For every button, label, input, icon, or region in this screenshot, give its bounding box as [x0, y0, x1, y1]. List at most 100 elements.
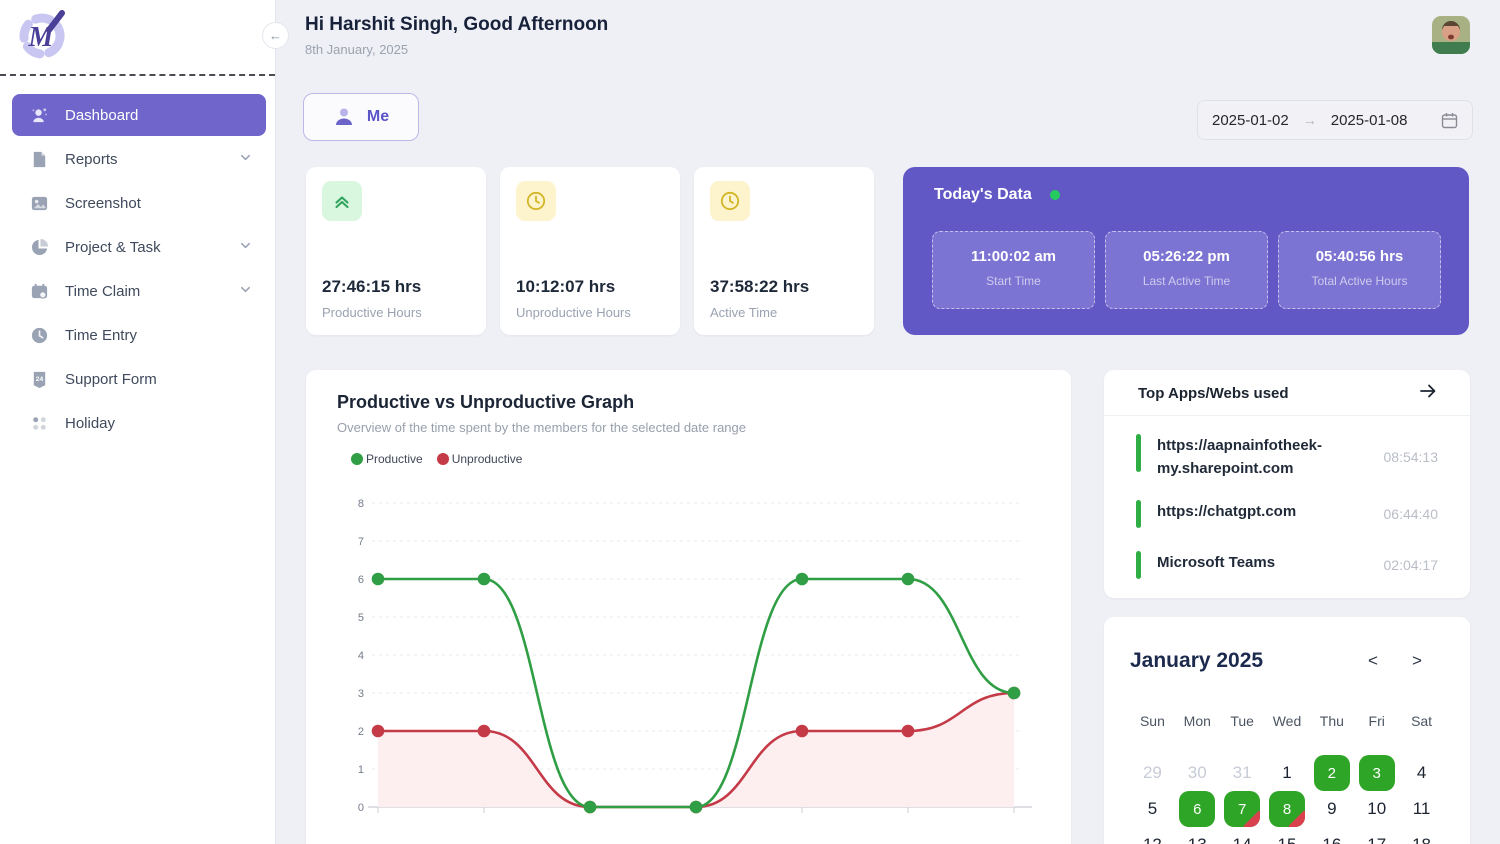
date-range-picker[interactable]: 2025-01-02 → 2025-01-08 — [1197, 100, 1473, 140]
line-chart[interactable]: 0 1 2 3 4 5 6 7 8 — [332, 474, 1052, 834]
calendar-day-16[interactable]: 16 — [1314, 827, 1350, 844]
calendar-day-number: 31 — [1232, 763, 1252, 782]
calendar-day-number: 8 — [1282, 800, 1292, 818]
calendar-days-grid: 293031123456789101112131415161718 — [1130, 755, 1444, 844]
calendar-day-3[interactable]: 3 — [1358, 755, 1395, 791]
app-usage-time: 02:04:17 — [1383, 557, 1439, 573]
sidebar-item-holiday[interactable]: Holiday — [12, 402, 266, 444]
calendar-day-2[interactable]: 2 — [1313, 755, 1350, 791]
todays-data-title: Today's Data — [934, 186, 1060, 204]
calendar-day-11[interactable]: 11 — [1404, 791, 1440, 827]
sidebar-item-time-entry[interactable]: Time Entry — [12, 314, 266, 356]
sidebar-menu: Dashboard Reports Screenshot Project & Task… — [12, 94, 266, 446]
today-card-label: Start Time — [986, 274, 1041, 288]
sidebar-item-project-task[interactable]: Project & Task — [12, 226, 266, 268]
calendar-weekday: Wed — [1272, 713, 1302, 729]
chevron-down-icon[interactable] — [239, 239, 252, 256]
sidebar-item-time-claim[interactable]: Time Claim — [12, 270, 266, 312]
svg-text:7: 7 — [358, 536, 364, 548]
stat-label: Productive Hours — [322, 305, 422, 320]
calendar-day-1[interactable]: 1 — [1269, 755, 1305, 791]
calendar-day-number: 29 — [1142, 763, 1162, 782]
calendar-day-17[interactable]: 17 — [1359, 827, 1395, 844]
top-app-item[interactable]: https://aapnainfotheek-my.sharepoint.com… — [1136, 434, 1438, 481]
sidebar-item-dashboard[interactable]: Dashboard — [12, 94, 266, 136]
calendar-weekday: Sun — [1139, 713, 1165, 729]
top-app-item[interactable]: Microsoft Teams 02:04:17 — [1136, 551, 1438, 579]
project-task-icon — [28, 236, 50, 258]
chevrons-up-icon — [322, 181, 362, 221]
calendar-weekday: Tue — [1230, 713, 1254, 729]
calendar-day-4[interactable]: 4 — [1404, 755, 1440, 791]
me-filter-button[interactable]: Me — [303, 93, 419, 141]
calendar-weekday: Fri — [1368, 713, 1385, 729]
header-date: 8th January, 2025 — [305, 42, 409, 57]
calendar-day-number: 12 — [1143, 835, 1162, 844]
calendar-prev-button[interactable]: < — [1368, 651, 1378, 670]
calendar-day-10[interactable]: 10 — [1359, 791, 1395, 827]
today-card-value: 11:00:02 am — [970, 248, 1057, 265]
arrow-right-icon[interactable] — [1418, 381, 1438, 401]
legend-item-unproductive[interactable]: Unproductive — [436, 452, 523, 466]
calendar-day-9[interactable]: 9 — [1314, 791, 1350, 827]
today-card-last-active-time: 05:26:22 pm Last Active Time — [1105, 231, 1268, 309]
calendar-day-number: 18 — [1412, 835, 1431, 844]
calendar-day-18[interactable]: 18 — [1404, 827, 1440, 844]
sidebar: M Dashboard Reports Screenshot Project & Ta… — [0, 0, 276, 844]
calendar-day-13[interactable]: 13 — [1179, 827, 1215, 844]
sidebar-item-label: Support Form — [65, 370, 157, 388]
today-card-total-active-hours: 05:40:56 hrs Total Active Hours — [1278, 231, 1441, 309]
range-arrow-icon: → — [1302, 112, 1317, 128]
avatar[interactable] — [1432, 16, 1470, 54]
top-apps-header: Top Apps/Webs used — [1104, 370, 1470, 416]
sidebar-item-reports[interactable]: Reports — [12, 138, 266, 180]
calendar-day-number: 30 — [1187, 763, 1207, 782]
legend-label: Unproductive — [451, 452, 523, 466]
date-range-start[interactable]: 2025-01-02 — [1212, 111, 1289, 129]
svg-text:2: 2 — [358, 726, 364, 738]
calendar-day-31[interactable]: 31 — [1224, 755, 1260, 791]
sidebar-item-label: Screenshot — [65, 194, 141, 212]
sidebar-collapse-button[interactable]: ← — [262, 22, 289, 49]
legend-label: Productive — [366, 452, 423, 466]
chevron-down-icon[interactable] — [239, 283, 252, 300]
sidebar-item-screenshot[interactable]: Screenshot — [12, 182, 266, 224]
calendar-day-number: 9 — [1327, 799, 1337, 818]
calendar-next-button[interactable]: > — [1412, 651, 1422, 670]
calendar-day-5[interactable]: 5 — [1134, 791, 1170, 827]
usage-bar — [1136, 551, 1141, 579]
top-app-item[interactable]: https://chatgpt.com 06:44:40 — [1136, 500, 1438, 528]
legend-item-productive[interactable]: Productive — [351, 452, 423, 466]
sidebar-item-label: Dashboard — [65, 106, 139, 124]
today-card-start-time: 11:00:02 am Start Time — [932, 231, 1095, 309]
calendar-day-14[interactable]: 14 — [1224, 827, 1260, 844]
calendar-day-number: 6 — [1193, 800, 1202, 818]
calendar-day-number: 14 — [1233, 835, 1252, 844]
top-apps-title: Top Apps/Webs used — [1138, 385, 1289, 402]
calendar-day-15[interactable]: 15 — [1269, 827, 1305, 844]
sidebar-item-support-form[interactable]: 24 Support Form — [12, 358, 266, 400]
calendar-day-30[interactable]: 30 — [1179, 755, 1215, 791]
date-range-end[interactable]: 2025-01-08 — [1330, 111, 1408, 129]
screenshot-icon — [28, 192, 50, 214]
svg-text:1: 1 — [358, 764, 364, 776]
calendar-day-number: 3 — [1372, 764, 1381, 782]
stat-value: 27:46:15 hrs — [322, 277, 422, 296]
calendar-day-6[interactable]: 6 — [1179, 791, 1216, 827]
sidebar-item-label: Reports — [65, 150, 118, 168]
stat-card-productive-hours: 27:46:15 hrs Productive Hours — [306, 167, 486, 335]
app-logo[interactable]: M — [18, 8, 70, 64]
today-card-value: 05:26:22 pm — [1143, 248, 1230, 265]
calendar-weekday: Sat — [1411, 713, 1433, 729]
calendar-day-12[interactable]: 12 — [1134, 827, 1170, 844]
calendar-icon[interactable] — [1441, 112, 1458, 129]
graph-subtitle: Overview of the time spent by the member… — [337, 420, 746, 435]
clock-icon — [516, 181, 556, 221]
calendar-day-29[interactable]: 29 — [1134, 755, 1170, 791]
time-claim-icon — [28, 280, 50, 302]
calendar-day-7[interactable]: 7 — [1224, 791, 1261, 827]
sidebar-item-label: Time Claim — [65, 282, 141, 300]
usage-bar — [1136, 500, 1141, 528]
calendar-day-8[interactable]: 8 — [1268, 791, 1305, 827]
chevron-down-icon[interactable] — [239, 151, 252, 168]
